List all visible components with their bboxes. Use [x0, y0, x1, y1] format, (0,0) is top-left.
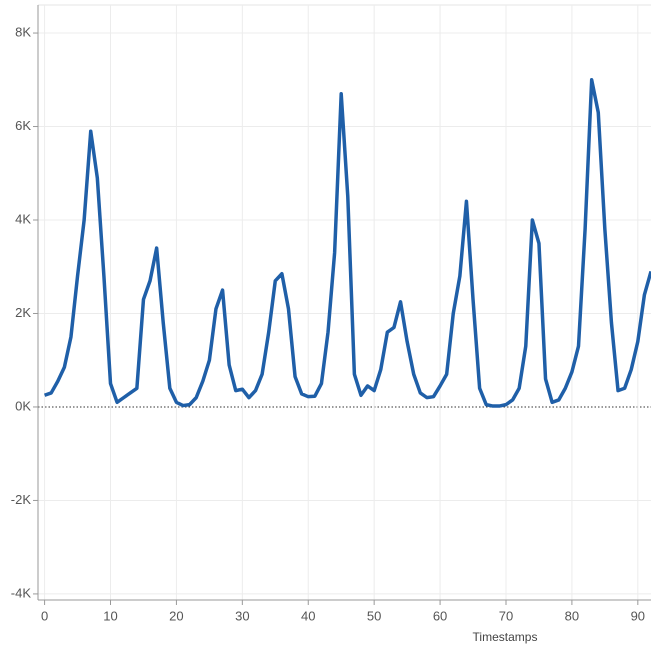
x-tick-label: 30 — [235, 608, 249, 623]
y-tick-label: 2K — [15, 305, 31, 320]
x-tick-label: 70 — [499, 608, 513, 623]
x-tick-label: 40 — [301, 608, 315, 623]
x-tick-label: 10 — [103, 608, 117, 623]
x-axis-label: Timestamps — [473, 630, 538, 644]
y-tick-label: -4K — [11, 585, 32, 600]
x-tick-label: 20 — [169, 608, 183, 623]
y-tick-label: 0K — [15, 398, 31, 413]
x-tick-label: 50 — [367, 608, 381, 623]
y-tick-label: -2K — [11, 492, 32, 507]
y-tick-label: 8K — [15, 24, 31, 39]
x-tick-label: 60 — [433, 608, 447, 623]
y-tick-label: 4K — [15, 211, 31, 226]
x-tick-label: 80 — [565, 608, 579, 623]
x-tick-label: 0 — [41, 608, 48, 623]
x-tick-label: 90 — [631, 608, 645, 623]
y-tick-label: 6K — [15, 118, 31, 133]
line — [44, 78, 651, 408]
